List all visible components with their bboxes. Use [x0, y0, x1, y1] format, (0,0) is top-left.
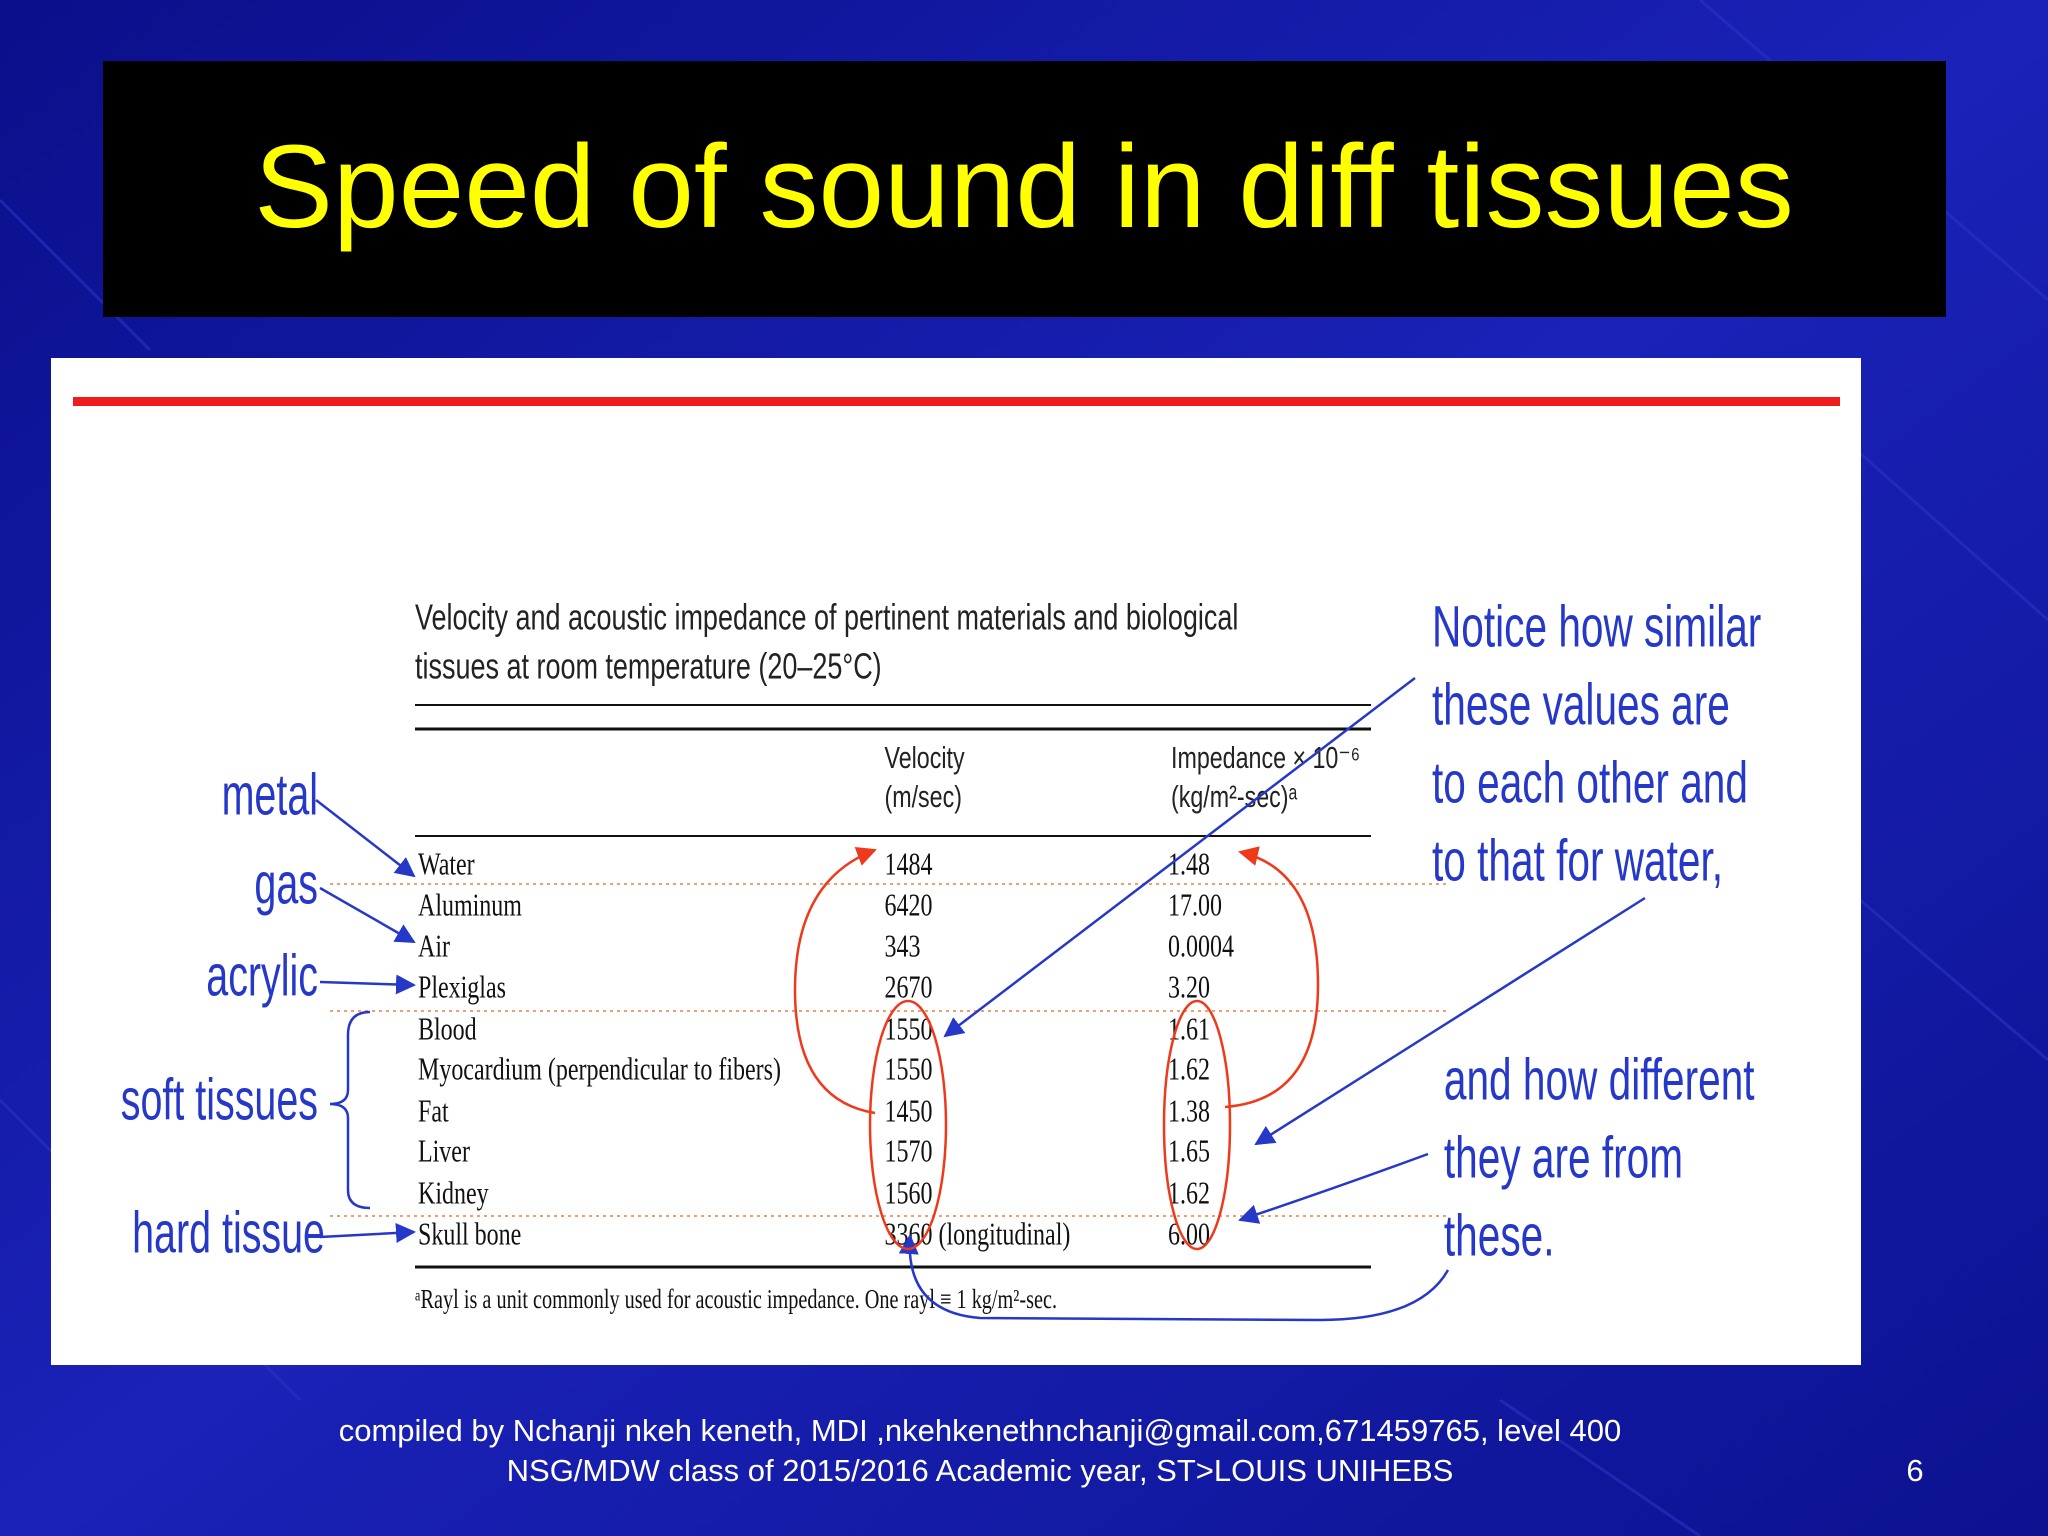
- side-label: acrylic: [206, 943, 318, 1008]
- dotted-guides: [330, 883, 1450, 1217]
- image-panel: [51, 358, 1861, 1365]
- table-cell: 2670: [885, 970, 933, 1005]
- table-cell: 1550: [885, 1052, 933, 1087]
- row-label: Aluminum: [418, 888, 522, 923]
- table-rules: [415, 704, 1371, 1269]
- side-label: gas: [254, 851, 318, 916]
- table-cell: 1.61: [1168, 1012, 1210, 1047]
- table-footnote: ᵃRayl is a unit commonly used for acoust…: [415, 1286, 1057, 1315]
- table-cell: 1550: [885, 1012, 933, 1047]
- table-cell: 1570: [885, 1134, 933, 1169]
- table-cell: 1450: [885, 1094, 933, 1129]
- footer: NSG/MDW class of 2015/2016 Academic year…: [507, 1453, 1454, 1488]
- slide-title: Speed of sound in diff tissues: [254, 121, 1793, 253]
- row-label: Air: [418, 929, 450, 964]
- note-line: these values are: [1432, 672, 1730, 737]
- note-line: to each other and: [1432, 750, 1748, 815]
- side-label-group: acrylic: [206, 943, 318, 1008]
- table-cell: 1484: [885, 847, 933, 882]
- row-label: Fat: [418, 1094, 449, 1129]
- column-header: Impedance × 10⁻⁶: [1171, 740, 1360, 775]
- table-cell: 1.38: [1168, 1094, 1210, 1129]
- column-header: Velocity: [885, 740, 965, 775]
- side-labels: metal gas acrylic soft tissues hard tissue: [121, 762, 325, 1265]
- table-cell: 1.65: [1168, 1134, 1210, 1169]
- row-label: Kidney: [418, 1176, 489, 1211]
- column-header: (kg/m²-sec)ᵃ: [1171, 779, 1298, 814]
- row-label: Blood: [418, 1012, 477, 1047]
- table-cell: 1.48: [1168, 847, 1210, 882]
- table-cell: 1560: [885, 1176, 933, 1211]
- table-cell: 0.0004: [1168, 929, 1234, 964]
- red-rule: [73, 397, 1840, 406]
- row-label: Water: [418, 847, 475, 882]
- table-cell: 6420: [885, 888, 933, 923]
- table-cell: 1.62: [1168, 1176, 1210, 1211]
- column-header: (m/sec): [885, 779, 962, 814]
- table-caption: Velocity and acoustic impedance of perti…: [415, 597, 1238, 638]
- table-cell: 17.00: [1168, 888, 1222, 923]
- notes: Notice how similar these values are to eac…: [1432, 594, 1761, 1268]
- page-number: 6: [1906, 1453, 1923, 1488]
- note-line: and how different: [1444, 1047, 1755, 1112]
- table-cell: 1.62: [1168, 1052, 1210, 1087]
- table-caption: tissues at room temperature (20–25°C): [415, 646, 882, 687]
- side-label: soft tissues: [121, 1067, 318, 1132]
- row-label: Plexiglas: [418, 970, 506, 1005]
- note-line: they are from: [1444, 1125, 1683, 1190]
- highlight-circles: [793, 846, 1320, 1251]
- side-label: hard tissue: [132, 1200, 325, 1265]
- side-label-group: hard tissue: [132, 1200, 325, 1265]
- row-label: Skull bone: [418, 1217, 521, 1252]
- table: Velocity and acoustic impedance of perti…: [415, 597, 1360, 1315]
- table-cell: 3.20: [1168, 970, 1210, 1005]
- label-arrows: [315, 677, 1646, 1322]
- note-line: Notice how similar: [1432, 594, 1761, 659]
- note-line: to that for water,: [1432, 828, 1723, 893]
- side-label-group: metal: [222, 762, 318, 827]
- side-label-group: soft tissues: [121, 1067, 318, 1132]
- row-label: Myocardium (perpendicular to fibers): [418, 1052, 781, 1087]
- side-label: metal: [222, 762, 318, 827]
- table-cell: 343: [885, 929, 921, 964]
- side-label-group: gas: [254, 851, 318, 916]
- footer: compiled by Nchanji nkeh keneth, MDI ,nk…: [339, 1413, 1622, 1448]
- row-label: Liver: [418, 1134, 470, 1169]
- note-line: these.: [1444, 1203, 1555, 1268]
- title-box: [103, 61, 1946, 317]
